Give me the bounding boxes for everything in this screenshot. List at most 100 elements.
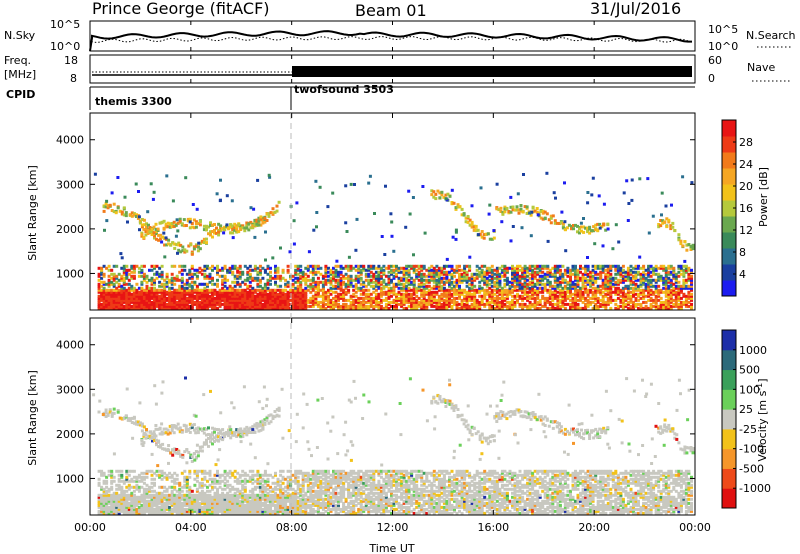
heatmap-cell [498,278,502,282]
heatmap-cell [357,276,361,280]
heatmap-cell [621,294,625,298]
heatmap-cell [231,228,235,231]
heatmap-cell [503,282,507,286]
heatmap-cell [238,304,242,308]
heatmap-cell [299,284,303,288]
heatmap-cell [177,243,181,247]
heatmap-cell [569,278,572,282]
heatmap-cell [238,302,242,306]
heatmap-cell [548,302,552,306]
heatmap-cell [458,268,461,272]
heatmap-cell [354,290,358,294]
heatmap-cell [387,306,391,310]
heatmap-cell [480,230,484,233]
heatmap-cell [163,306,167,310]
heatmap-cell [402,272,406,276]
heatmap-cell [392,274,396,278]
heatmap-cell [591,176,595,180]
heatmap-cell [324,280,328,284]
heatmap-cell [629,300,633,304]
heatmap-cell [574,272,577,276]
heatmap-cell [606,298,610,302]
heatmap-cell [397,276,401,280]
heatmap-cell [470,222,474,226]
heatmap-cell [516,278,519,282]
heatmap-cell [228,288,232,292]
heatmap-cell [558,282,562,286]
heatmap-cell [170,497,174,501]
heatmap-cell [130,507,134,511]
heatmap-cell [200,272,204,276]
heatmap-cell [405,288,409,292]
heatmap-cell [498,280,502,284]
heatmap-cell [576,280,580,284]
heatmap-cell [216,264,219,268]
heatmap-cell [473,302,477,306]
heatmap-cell [357,270,361,274]
heatmap-cell [173,278,177,282]
heatmap-cell [321,306,325,310]
heatmap-cell [332,266,335,270]
heatmap-cell [621,268,625,272]
heatmap-cell [435,264,439,268]
heatmap-cell [369,264,373,268]
heatmap-cell [684,264,688,268]
heatmap-cell [194,225,198,229]
heatmap-cell [654,264,658,268]
heatmap-cell [125,294,129,298]
heatmap-cell [327,304,330,308]
heatmap-cell [208,288,212,292]
heatmap-cell [682,270,686,274]
heatmap-cell [377,306,381,310]
heatmap-cell [490,272,494,276]
heatmap-cell [384,304,388,308]
heatmap-cell [369,274,373,278]
heatmap-cell [190,290,194,294]
heatmap-cell [97,505,101,509]
heatmap-cell [221,278,225,282]
heatmap-cell [581,278,585,282]
heatmap-cell [458,286,461,290]
heatmap-cell [690,280,693,284]
heatmap-cell [175,278,179,282]
heatmap-cell [334,274,338,278]
heatmap-cell [261,276,265,280]
heatmap-cell [634,278,638,282]
heatmap-cell [245,221,249,225]
heatmap-cell [483,280,487,284]
heatmap-cell [190,284,194,288]
heatmap-cell [178,505,182,509]
heatmap-cell [387,270,391,274]
heatmap-cell [142,497,146,501]
heatmap-cell [256,298,260,302]
heatmap-cell [103,228,106,232]
heatmap-cell [669,224,673,228]
heatmap-cell [357,274,361,278]
heatmap-cell [357,266,361,270]
heatmap-cell [188,304,192,308]
heatmap-cell [281,288,285,292]
heatmap-cell [170,489,174,493]
heatmap-cell [445,257,449,261]
heatmap-cell [493,272,497,276]
heatmap-cell [498,274,502,278]
heatmap-cell [160,300,164,304]
heatmap-cell [581,276,585,280]
heatmap-cell [195,270,199,274]
heatmap-cell [437,296,441,300]
heatmap-cell [276,302,280,306]
heatmap-cell [690,292,693,296]
heatmap-cell [669,306,673,310]
heatmap-cell [231,292,235,296]
heatmap-cell [258,280,262,284]
heatmap-cell [498,302,502,306]
heatmap-cell [175,306,179,310]
heatmap-cell [258,294,262,298]
heatmap-cell [521,266,525,270]
heatmap-cell [151,197,155,201]
heatmap-cell [142,223,146,227]
heatmap-cell [659,276,663,280]
heatmap-cell [533,306,537,310]
heatmap-cell [216,270,219,274]
